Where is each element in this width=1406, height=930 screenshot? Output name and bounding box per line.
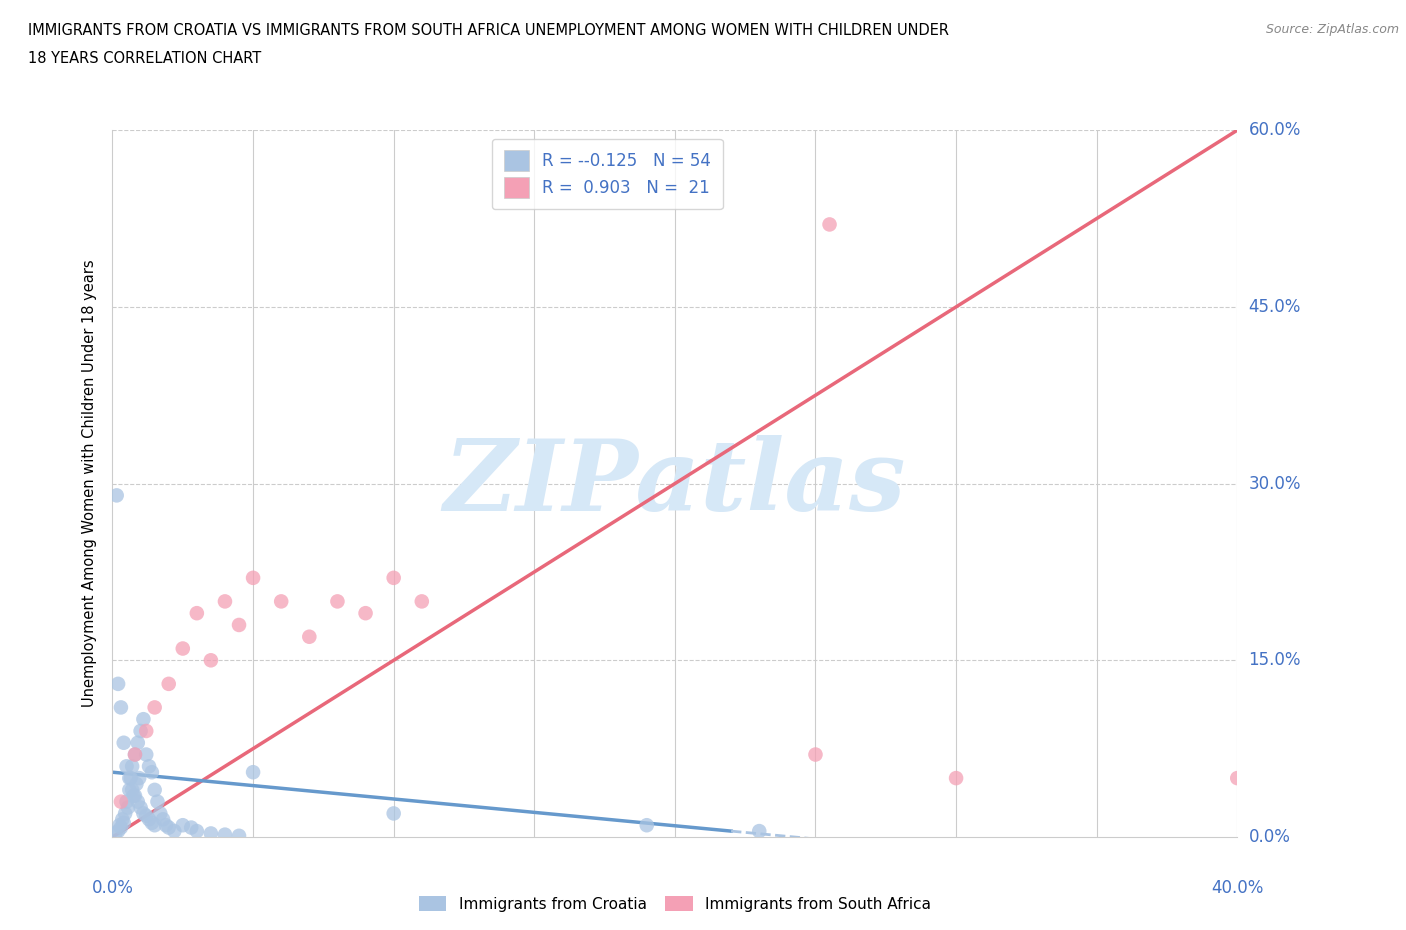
Point xyxy=(138,759,160,774)
Point xyxy=(157,820,180,835)
Point xyxy=(172,817,194,832)
Point xyxy=(155,817,177,832)
Point xyxy=(125,777,148,791)
Point xyxy=(818,217,841,232)
Point xyxy=(112,736,135,751)
Point xyxy=(124,747,146,762)
Point xyxy=(105,488,128,503)
Point xyxy=(804,747,827,762)
Point xyxy=(172,641,194,656)
Point xyxy=(108,817,131,832)
Point xyxy=(117,800,139,815)
Point xyxy=(748,824,770,839)
Point xyxy=(127,736,149,751)
Point xyxy=(135,724,157,738)
Point xyxy=(107,824,129,839)
Point xyxy=(141,764,163,779)
Point xyxy=(141,816,163,830)
Point xyxy=(104,826,127,841)
Point xyxy=(110,820,132,835)
Point xyxy=(110,700,132,715)
Point xyxy=(149,806,172,821)
Point xyxy=(382,570,405,585)
Text: 45.0%: 45.0% xyxy=(1249,298,1301,316)
Point xyxy=(186,605,208,620)
Point xyxy=(111,812,134,827)
Point xyxy=(326,594,349,609)
Text: 60.0%: 60.0% xyxy=(1249,121,1301,140)
Point xyxy=(411,594,433,609)
Point xyxy=(200,826,222,841)
Y-axis label: Unemployment Among Women with Children Under 18 years: Unemployment Among Women with Children U… xyxy=(82,259,97,708)
Text: ZIPatlas: ZIPatlas xyxy=(444,435,905,532)
Point xyxy=(112,816,135,830)
Text: 15.0%: 15.0% xyxy=(1249,651,1301,670)
Point xyxy=(270,594,292,609)
Point xyxy=(1226,771,1249,786)
Point xyxy=(129,800,152,815)
Point xyxy=(118,782,141,797)
Legend: Immigrants from Croatia, Immigrants from South Africa: Immigrants from Croatia, Immigrants from… xyxy=(413,889,936,918)
Point xyxy=(122,789,145,804)
Point xyxy=(127,794,149,809)
Point xyxy=(228,618,250,632)
Point xyxy=(157,676,180,691)
Point xyxy=(298,630,321,644)
Text: 18 YEARS CORRELATION CHART: 18 YEARS CORRELATION CHART xyxy=(28,51,262,66)
Text: Source: ZipAtlas.com: Source: ZipAtlas.com xyxy=(1265,23,1399,36)
Point xyxy=(354,605,377,620)
Point xyxy=(129,724,152,738)
Point xyxy=(636,817,658,832)
Point xyxy=(132,711,155,726)
Text: 40.0%: 40.0% xyxy=(1211,880,1264,897)
Point xyxy=(242,570,264,585)
Point xyxy=(382,806,405,821)
Point xyxy=(214,594,236,609)
Point xyxy=(114,806,136,821)
Point xyxy=(128,771,150,786)
Point xyxy=(118,771,141,786)
Text: 30.0%: 30.0% xyxy=(1249,474,1301,493)
Point xyxy=(132,806,155,821)
Point xyxy=(135,747,157,762)
Point xyxy=(242,764,264,779)
Point xyxy=(143,782,166,797)
Point xyxy=(143,817,166,832)
Point xyxy=(163,824,186,839)
Point xyxy=(945,771,967,786)
Point xyxy=(115,794,138,809)
Point xyxy=(214,827,236,842)
Point xyxy=(121,782,143,797)
Point xyxy=(115,759,138,774)
Point xyxy=(146,794,169,809)
Point xyxy=(228,829,250,844)
Point xyxy=(143,700,166,715)
Point xyxy=(186,824,208,839)
Point xyxy=(120,771,142,786)
Text: 0.0%: 0.0% xyxy=(1249,828,1291,846)
Point xyxy=(107,676,129,691)
Point xyxy=(121,759,143,774)
Point xyxy=(110,794,132,809)
Text: IMMIGRANTS FROM CROATIA VS IMMIGRANTS FROM SOUTH AFRICA UNEMPLOYMENT AMONG WOMEN: IMMIGRANTS FROM CROATIA VS IMMIGRANTS FR… xyxy=(28,23,949,38)
Point xyxy=(138,812,160,827)
Point xyxy=(152,812,174,827)
Text: 0.0%: 0.0% xyxy=(91,880,134,897)
Point xyxy=(124,747,146,762)
Point xyxy=(200,653,222,668)
Point xyxy=(180,820,202,835)
Point xyxy=(124,789,146,804)
Legend: R = --0.125   N = 54, R =  0.903   N =  21: R = --0.125 N = 54, R = 0.903 N = 21 xyxy=(492,139,723,209)
Point xyxy=(135,808,157,823)
